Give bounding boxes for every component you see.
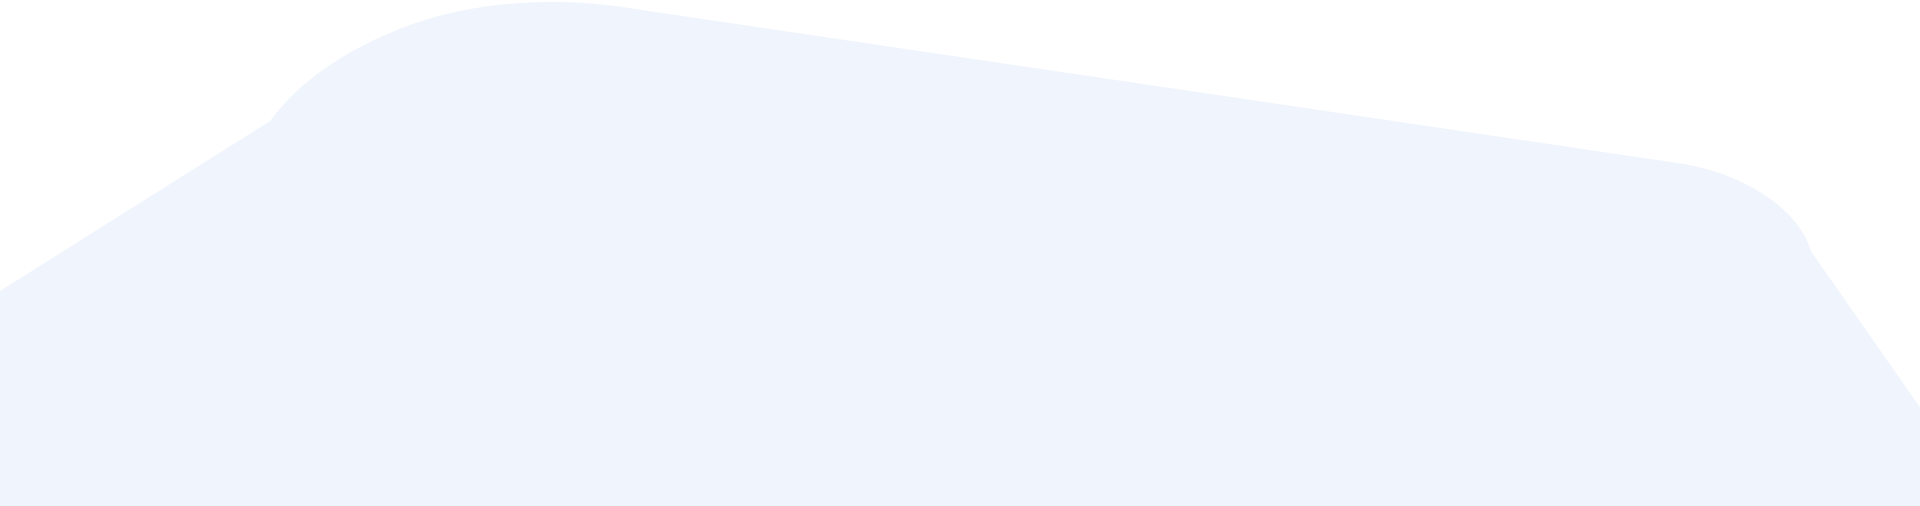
page-background xyxy=(0,1,1920,506)
decorative-background-shape xyxy=(0,1,1920,506)
background-polygon xyxy=(0,1,1920,506)
